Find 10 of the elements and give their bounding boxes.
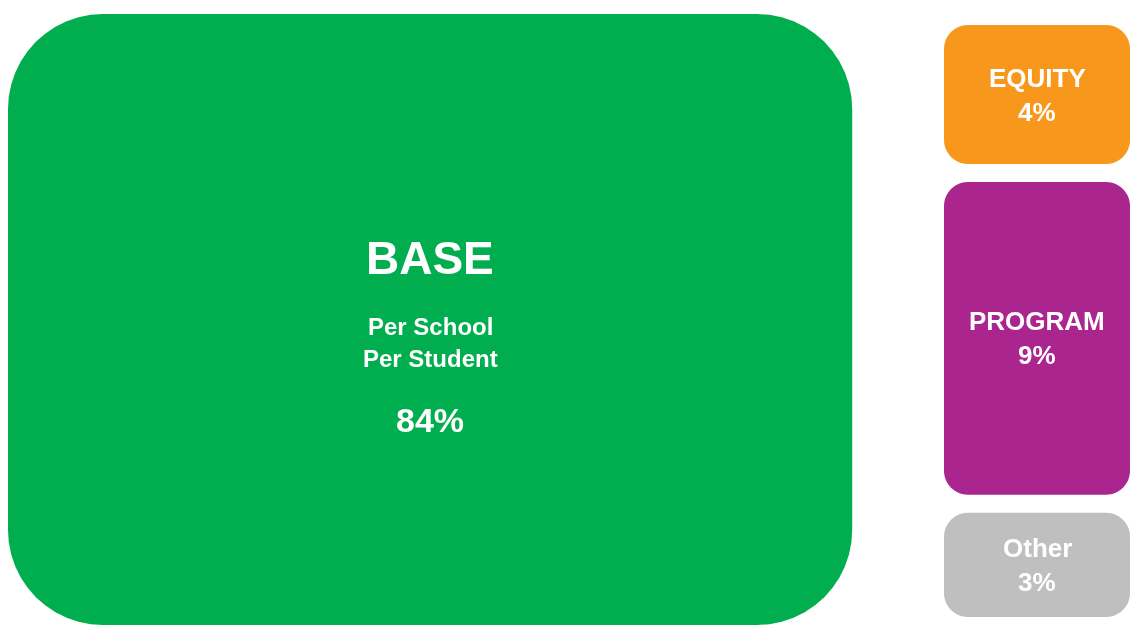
text: Per Student xyxy=(363,345,498,372)
data-label: 84% xyxy=(396,401,465,439)
category-label: PROGRAM xyxy=(969,306,1105,336)
data-label: 4% xyxy=(1018,97,1056,127)
data-label: 3% xyxy=(1018,567,1056,597)
category-label: Other xyxy=(1003,533,1073,563)
text: Per School xyxy=(368,313,494,340)
category-label: BASE xyxy=(366,232,494,284)
category-label: EQUITY xyxy=(989,63,1086,93)
data-label: 9% xyxy=(1018,340,1056,370)
